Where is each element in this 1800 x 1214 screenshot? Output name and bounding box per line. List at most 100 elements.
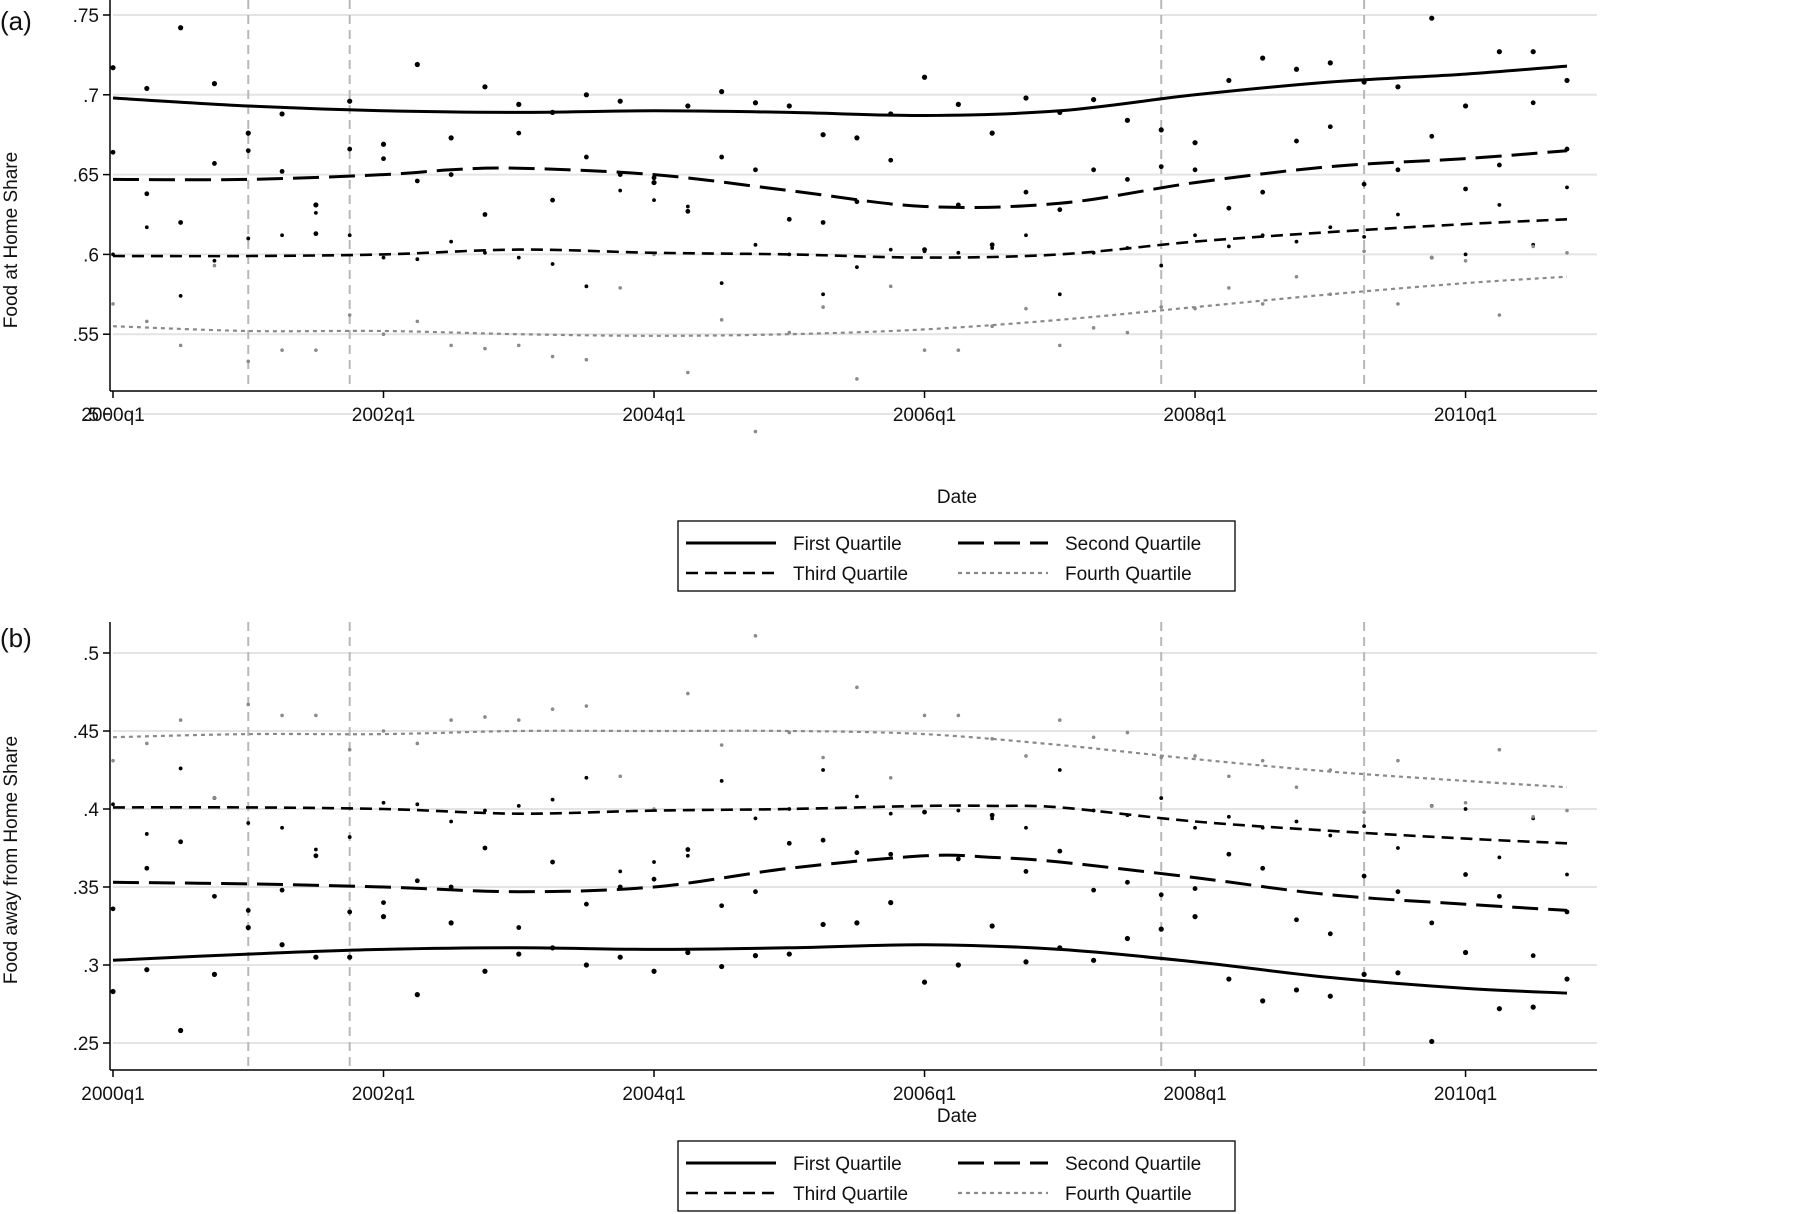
scatter-point-second bbox=[448, 884, 454, 890]
scatter-point-first bbox=[1462, 103, 1469, 109]
scatter-point-fourth bbox=[246, 702, 251, 707]
scatter-point-second bbox=[1294, 138, 1299, 144]
panel-a: (a) .5 .55 .6 .65 .7 .75 2000q1 2002q1 2004q1 20… bbox=[0, 0, 1597, 592]
scatter-point-first bbox=[1564, 77, 1570, 84]
scatter-point-third bbox=[178, 766, 183, 771]
y-axis-label-a: Food at Home Share bbox=[1, 152, 22, 328]
scatter-point-second bbox=[719, 154, 725, 160]
legend-label-first: First Quartile bbox=[793, 534, 902, 555]
scatter-point-second bbox=[110, 149, 116, 155]
scatter-point-fourth bbox=[1024, 754, 1028, 758]
scatter-point-fourth bbox=[246, 359, 251, 364]
scatter-point-third bbox=[1057, 768, 1062, 772]
scatter-point-third bbox=[855, 794, 859, 799]
scatter-point-third bbox=[415, 257, 420, 262]
scatter-point-first bbox=[955, 101, 961, 107]
scatter-point-second bbox=[854, 850, 860, 856]
scatter-point-third bbox=[1328, 833, 1333, 838]
scatter-point-second bbox=[1260, 189, 1266, 195]
scatter-point-first bbox=[482, 84, 488, 90]
scatter-point-second bbox=[212, 893, 217, 899]
scatter-point-first bbox=[583, 962, 589, 968]
scatter-point-fourth bbox=[212, 263, 217, 268]
scatter-point-fourth bbox=[347, 313, 352, 317]
x-tick-label: 2002q1 bbox=[352, 1084, 415, 1105]
panel-label-b: (b) bbox=[0, 623, 32, 653]
panel-label-a: (a) bbox=[0, 6, 32, 36]
scatter-point-first bbox=[380, 914, 387, 920]
scatter-point-second bbox=[1226, 205, 1232, 211]
legend-box bbox=[677, 1140, 1236, 1212]
scatter-point-fourth bbox=[1091, 735, 1096, 740]
scatter-point-third bbox=[1463, 252, 1468, 257]
scatter-point-first bbox=[1496, 1006, 1502, 1012]
scatter-point-fourth bbox=[888, 776, 893, 780]
scatter-point-first bbox=[617, 98, 623, 104]
scatter-point-first bbox=[955, 962, 961, 968]
scatter-point-first bbox=[144, 967, 150, 973]
panel-b: (b) .25 .3 .35 .4 .45 .5 2000q1 2002q1 2004q1 20… bbox=[0, 622, 1597, 1212]
scatter-point-fourth bbox=[1429, 255, 1434, 260]
scatter-point-first bbox=[685, 103, 691, 109]
y-tick-label: .25 bbox=[73, 1034, 99, 1055]
series-line-second bbox=[112, 149, 1568, 209]
x-tick-label: 2008q1 bbox=[1163, 1084, 1226, 1105]
scatter-point-third bbox=[347, 835, 352, 839]
scatter-point-fourth bbox=[1057, 718, 1062, 722]
x-tick-label: 2006q1 bbox=[893, 405, 956, 426]
scatter-point-fourth bbox=[314, 348, 318, 352]
scatter-point-third bbox=[1396, 846, 1400, 850]
scatter-point-first bbox=[1192, 140, 1198, 146]
scatter-point-second bbox=[414, 178, 420, 184]
scatter-point-first bbox=[1293, 66, 1300, 72]
scatter-point-fourth bbox=[956, 713, 961, 718]
scatter-point-second bbox=[719, 903, 725, 909]
scatter-point-fourth bbox=[584, 357, 589, 362]
scatter-point-third bbox=[1497, 855, 1502, 860]
scatter-point-fourth bbox=[550, 707, 555, 711]
scatter-point-third bbox=[246, 821, 251, 825]
scatter-point-third bbox=[144, 225, 149, 230]
scatter-point-fourth bbox=[483, 715, 487, 719]
scatter-point-first bbox=[786, 103, 792, 109]
scatter-point-fourth bbox=[415, 319, 420, 324]
scatter-point-second bbox=[144, 865, 150, 871]
scatter-point-fourth bbox=[855, 685, 859, 690]
scatter-point-first bbox=[752, 953, 759, 959]
scatter-point-first bbox=[1023, 959, 1029, 965]
scatter-point-fourth bbox=[1125, 330, 1130, 335]
scatter-point-third bbox=[652, 860, 656, 864]
scatter-point-first bbox=[448, 135, 454, 141]
scatter-point-third bbox=[1024, 233, 1028, 238]
scatter-point-first bbox=[1395, 84, 1401, 90]
scatter-point-first bbox=[110, 988, 116, 995]
scatter-point-first bbox=[685, 949, 691, 956]
scatter-point-first bbox=[1260, 55, 1266, 61]
scatter-point-fourth bbox=[1227, 286, 1231, 290]
scatter-point-fourth bbox=[212, 796, 217, 800]
scatter-point-second bbox=[1091, 887, 1097, 893]
scatter-point-third bbox=[1328, 225, 1333, 230]
scatter-point-third bbox=[821, 768, 825, 772]
scatter-point-third bbox=[990, 246, 995, 250]
scatter-point-second bbox=[786, 216, 792, 222]
scatter-point-fourth bbox=[821, 305, 825, 309]
scatter-point-third bbox=[956, 808, 961, 813]
scatter-point-second bbox=[1057, 207, 1063, 213]
scatter-point-fourth bbox=[956, 348, 961, 352]
y-tick-label: .65 bbox=[73, 166, 99, 187]
scatter-point-first bbox=[1260, 998, 1266, 1004]
scatter-point-third bbox=[381, 255, 386, 260]
scatter-point-third bbox=[855, 265, 859, 270]
scatter-point-fourth bbox=[1260, 758, 1265, 763]
scatter-point-fourth bbox=[1497, 313, 1502, 317]
scatter-point-fourth bbox=[145, 741, 149, 746]
scatter-point-second bbox=[753, 167, 758, 173]
scatter-point-third bbox=[415, 802, 420, 807]
scatter-point-first bbox=[854, 920, 860, 926]
scatter-point-fourth bbox=[1057, 343, 1062, 348]
scatter-point-first bbox=[1124, 117, 1131, 123]
scatter-point-first bbox=[414, 61, 420, 68]
scatter-point-third bbox=[990, 816, 995, 821]
